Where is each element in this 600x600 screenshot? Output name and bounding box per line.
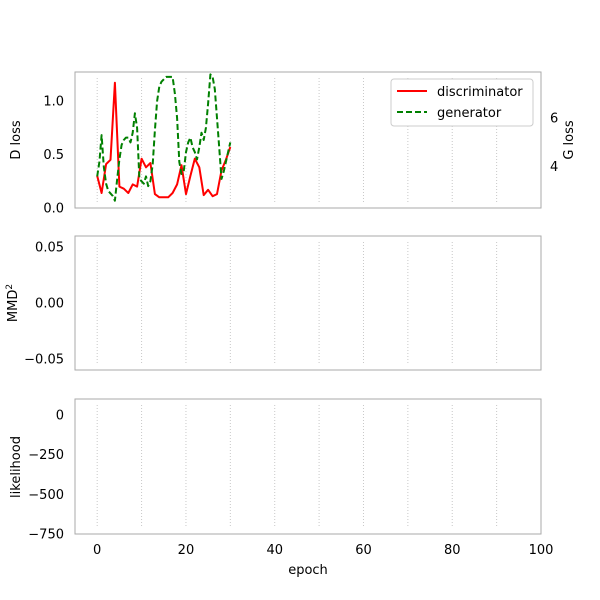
y-tick-label: 0.05: [35, 241, 64, 256]
x-axis-ticks: 0 20 40 60 80 100: [93, 543, 553, 558]
y-axis-label: likelihood: [9, 436, 24, 498]
x-tick-label: 100: [529, 543, 554, 558]
y-tick-label-right: 6: [550, 112, 558, 127]
legend: discriminator generator: [390, 78, 534, 127]
y-axis-right-ticks: 46: [550, 112, 558, 176]
y-tick-label: 1.0: [43, 94, 64, 109]
y-tick-label: −750: [28, 528, 64, 543]
mmd-panel: 0.05 0.00 −0.05 MMD2: [5, 235, 542, 371]
y-tick-label: 0.5: [43, 148, 64, 163]
x-tick-label: 0: [93, 543, 101, 558]
grid-lines: [96, 242, 498, 364]
loss-panel: 0.00.51.0 46 D loss G loss discriminator…: [9, 71, 577, 217]
grid-lines: [96, 405, 498, 528]
x-tick-label: 80: [444, 543, 461, 558]
x-tick-label: 60: [355, 543, 372, 558]
y-tick-label: 0.00: [35, 297, 64, 312]
y-tick-label: 0: [56, 408, 64, 423]
y-axis-label: MMD2: [5, 284, 21, 322]
plot-frame: [74, 398, 542, 535]
legend-label-discriminator: discriminator: [437, 85, 523, 100]
y-tick-label: −250: [28, 448, 64, 463]
series-group: [96, 73, 232, 202]
y-axis-label-superscript: 2: [5, 284, 15, 290]
likelihood-panel: 0 −250 −500 −750 0 20 40 60 80 100 likelihood ep…: [9, 398, 553, 578]
y-tick-label: −0.05: [24, 352, 64, 367]
legend-label-generator: generator: [437, 106, 502, 121]
x-tick-label: 20: [178, 543, 195, 558]
y-axis-ticks: 0.05 0.00 −0.05: [24, 241, 64, 368]
y-tick-label-right: 4: [550, 160, 558, 175]
x-axis-label: epoch: [288, 563, 328, 578]
y-axis-left-ticks: 0.0 0.5 1.0: [43, 94, 64, 216]
y-axis-ticks: 0 −250 −500 −750: [28, 408, 64, 542]
series-line-discriminator: [96, 81, 232, 199]
plot-frame: [74, 71, 542, 209]
x-tick-label: 40: [266, 543, 283, 558]
y-axis-right-label: G loss: [562, 120, 577, 160]
y-tick-label: −500: [28, 488, 64, 503]
y-axis-left-label: D loss: [9, 120, 24, 159]
y-axis-label-text: MMD: [6, 290, 21, 322]
plot-frame: [74, 235, 542, 371]
series-line-generator: [96, 73, 232, 202]
y-tick-label: 0.0: [43, 202, 64, 217]
